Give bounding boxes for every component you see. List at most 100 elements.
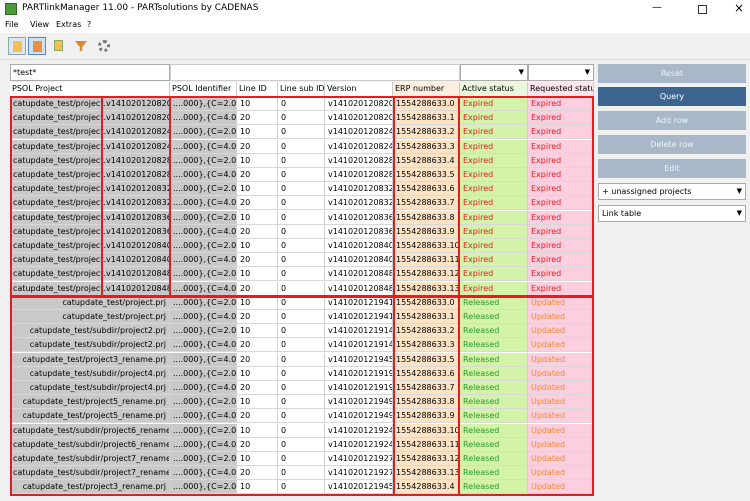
table-cell: ....000},{C=2.000} [170, 452, 237, 466]
table-cell: catupdate_test/project3_rename.prj [10, 352, 170, 367]
table-cell: 0 [278, 239, 325, 253]
table-cell: Released [460, 466, 528, 481]
table-cell: ....000},{C=4.000} [170, 381, 237, 395]
table-cell: ....000},{C=4.000} [170, 253, 237, 268]
table-cell: Released [460, 352, 528, 367]
table-cell: catupdate_test/subdir/project4.prj [10, 366, 170, 381]
table-cell: ....000},{C=4.000} [170, 224, 237, 239]
table-cell: catupdate_test/subdir/project6_rename.pr… [10, 423, 170, 438]
table-cell: 0 [278, 125, 325, 140]
menu-item[interactable]: Extras [56, 20, 82, 29]
table-cell: 0 [278, 381, 325, 395]
table-cell: 0 [278, 295, 325, 310]
table-cell: Expired [460, 196, 528, 211]
table-cell: 0 [278, 437, 325, 452]
table-cell: v141020121949 [325, 395, 393, 410]
column-header: ERP number [393, 82, 460, 96]
table-cell: ....000},{C=2.000} [170, 366, 237, 381]
column-header: Requested status [528, 82, 594, 96]
table-cell: Released [460, 409, 528, 424]
table-cell: ....000},{C=2.000} [170, 97, 237, 111]
table-cell: 0 [278, 366, 325, 381]
filter-input[interactable]: *test* [10, 64, 170, 81]
table-cell: Expired [460, 153, 528, 168]
table-cell: 0 [278, 352, 325, 367]
table-cell: 20 [237, 466, 278, 481]
table-cell: ....000},{C=2.000} [170, 182, 237, 197]
table-cell: 20 [237, 196, 278, 211]
table-dropdown[interactable]: Link table ▼ [598, 205, 746, 222]
table-cell: Expired [460, 139, 528, 154]
table-cell: v141020121919 [325, 381, 393, 395]
add-row-button[interactable]: Add row [598, 111, 746, 130]
table-cell: catupdate_test/subdir/project7_rename.pr… [10, 452, 170, 466]
table-cell: Expired [460, 168, 528, 182]
table-cell: Released [460, 381, 528, 395]
table-cell: Expired [460, 210, 528, 225]
delete-row-button[interactable]: Delete row [598, 135, 746, 154]
project-dropdown[interactable]: + unassigned projects ▼ [598, 183, 746, 200]
table-cell: 0 [278, 324, 325, 339]
title-bar: PARTlinkManager 11.00 - PARTsolutions by… [0, 0, 750, 18]
table-cell: Released [460, 437, 528, 452]
table-cell: 0 [278, 267, 325, 282]
menu-item[interactable]: View [30, 20, 49, 29]
table-cell: ....000},{C=2.000} [170, 267, 237, 282]
table-cell: Released [460, 423, 528, 438]
close-button[interactable]: × [734, 1, 745, 15]
reset-button[interactable]: Reset [598, 64, 746, 83]
table-cell: catupdate_test/subdir/project7_rename.pr… [10, 466, 170, 481]
table-cell: 0 [278, 224, 325, 239]
table-cell: 0 [278, 423, 325, 438]
table-cell: v141020120820 [325, 97, 393, 111]
table-cell: 20 [237, 139, 278, 154]
table-cell: catupdate_test/project.prj [10, 310, 170, 324]
table-cell: 0 [278, 210, 325, 225]
tool-button[interactable] [72, 37, 90, 55]
table-cell: 10 [237, 452, 278, 466]
table-cell: ....000},{C=4.000} [170, 168, 237, 182]
column-header: Active status [460, 82, 528, 96]
table-cell: 0 [278, 310, 325, 324]
tool-button[interactable] [8, 37, 26, 55]
table-cell: 20 [237, 409, 278, 424]
table-cell: v141020120832 [325, 182, 393, 197]
tool-button[interactable] [95, 37, 113, 55]
column-header: Line sub ID [278, 82, 325, 96]
table-cell: ....000},{C=4.000} [170, 466, 237, 481]
table-cell: Expired [460, 239, 528, 253]
query-button[interactable]: Query [598, 87, 746, 106]
edit-button[interactable]: Edit [598, 159, 746, 178]
table-cell: catupdate_test/project5_rename.prj [10, 395, 170, 410]
filter-dropdown[interactable]: ▼ [460, 64, 528, 81]
table-cell: catupdate_test/subdir/project2.prj [10, 338, 170, 353]
menu-bar: File View Extras ? [0, 18, 750, 33]
filter-dropdown[interactable]: ▼ [528, 64, 594, 81]
table-cell: v141020121914 [325, 338, 393, 353]
minimize-button[interactable]: — [652, 2, 662, 13]
table-cell: v141020120840 [325, 253, 393, 268]
table-cell: 10 [237, 295, 278, 310]
menu-item[interactable]: ? [87, 20, 92, 29]
highlight-box [10, 295, 594, 496]
table-cell: Expired [460, 97, 528, 111]
table-cell: 10 [237, 210, 278, 225]
table-cell: v141020121924 [325, 437, 393, 452]
table-cell: Expired [460, 224, 528, 239]
table-cell: 10 [237, 153, 278, 168]
table-cell: v141020120836 [325, 224, 393, 239]
table-cell: ....000},{C=4.000} [170, 338, 237, 353]
table-cell: 0 [278, 196, 325, 211]
table-cell: 0 [278, 182, 325, 197]
table-cell: Released [460, 452, 528, 466]
menu-item[interactable]: File [5, 20, 19, 29]
maximize-button[interactable] [698, 5, 707, 14]
tool-button[interactable] [28, 37, 46, 55]
tool-button[interactable] [50, 37, 68, 55]
table-cell: 10 [237, 267, 278, 282]
table-cell: catupdate_test/subdir/project6_rename.pr… [10, 437, 170, 452]
table-cell: v141020120820 [325, 111, 393, 126]
table-cell: catupdate_test/subdir/project4.prj [10, 381, 170, 395]
table-cell: 0 [278, 466, 325, 481]
filter-row [170, 64, 460, 81]
